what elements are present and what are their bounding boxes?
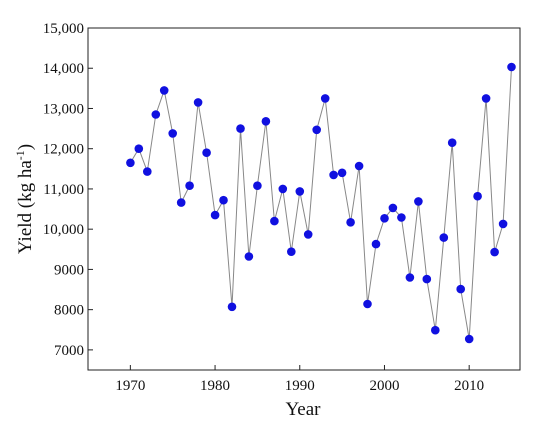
- y-tick-label: 7000: [54, 343, 84, 359]
- data-point: [371, 239, 381, 249]
- x-axis-ticks: 1970 1980 1990 2000 2010: [115, 365, 484, 394]
- x-tick-label: 2000: [369, 378, 399, 394]
- data-point: [312, 125, 322, 135]
- data-point: [168, 129, 177, 138]
- x-tick-label: 1990: [285, 378, 315, 394]
- data-point: [473, 191, 482, 201]
- data-point: [295, 187, 305, 196]
- data-point: [456, 284, 466, 294]
- y-tick-label: 14,000: [43, 61, 84, 77]
- data-point: [143, 167, 152, 176]
- data-point: [414, 197, 423, 206]
- data-point: [363, 299, 372, 309]
- data-point: [439, 233, 449, 242]
- data-point: [388, 203, 398, 213]
- y-tick-label: 11,000: [43, 182, 84, 198]
- data-point: [185, 181, 194, 190]
- y-tick-label: 15,000: [43, 21, 84, 37]
- data-point: [210, 210, 220, 220]
- data-point: [380, 214, 389, 223]
- data-point: [287, 247, 296, 256]
- x-tick-label: 1970: [115, 378, 145, 394]
- data-point: [329, 170, 338, 180]
- y-tick-label: 10,000: [43, 222, 84, 238]
- data-point: [227, 302, 237, 312]
- data-point: [464, 334, 474, 344]
- x-axis-title: Year: [285, 399, 321, 420]
- y-axis-title-end: ): [15, 144, 36, 150]
- y-tick-label: 9000: [54, 262, 84, 278]
- y-tick-label: 8000: [54, 303, 84, 319]
- data-point: [244, 252, 254, 261]
- y-tick-label: 13,000: [43, 101, 84, 117]
- plot-area-frame: [87, 27, 521, 371]
- data-point: [176, 198, 186, 207]
- data-point: [278, 184, 288, 194]
- data-point: [303, 230, 313, 239]
- data-point: [193, 98, 203, 107]
- data-point: [481, 94, 491, 103]
- data-point: [202, 148, 211, 157]
- series-points: [126, 62, 516, 344]
- data-point: [126, 158, 135, 168]
- data-point: [337, 168, 347, 178]
- data-point: [354, 161, 364, 171]
- y-axis-title-superscript: -1: [13, 150, 27, 160]
- data-point: [270, 216, 279, 226]
- y-axis-title-main: Yield (kg ha: [15, 160, 36, 254]
- data-point: [159, 86, 169, 95]
- data-point: [405, 273, 415, 282]
- data-point: [236, 124, 245, 133]
- data-point: [507, 62, 516, 72]
- data-point: [490, 247, 499, 257]
- data-point: [346, 218, 355, 227]
- data-point: [134, 144, 144, 153]
- y-axis-title: Yield (kg ha-1): [13, 144, 36, 254]
- data-point: [320, 94, 330, 103]
- y-axis-ticks: 7000 8000 9000 10,000 11,000 12,000 13,000 14,0…: [43, 21, 93, 359]
- series-line: [129, 66, 512, 340]
- data-point: [261, 117, 271, 126]
- data-point: [219, 195, 228, 205]
- data-point: [151, 110, 161, 119]
- data-point: [447, 138, 457, 147]
- x-tick-label: 1980: [200, 378, 230, 394]
- data-point: [253, 181, 262, 190]
- y-tick-label: 12,000: [43, 142, 84, 158]
- data-point: [397, 213, 406, 222]
- data-point: [498, 219, 508, 229]
- data-point: [431, 325, 440, 335]
- data-point: [422, 274, 432, 284]
- x-tick-label: 2010: [454, 378, 484, 394]
